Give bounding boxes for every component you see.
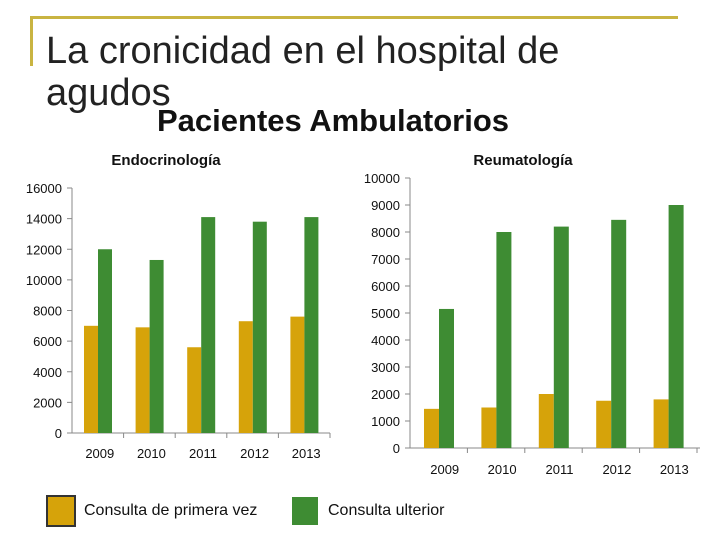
bar-endocrinologia-ulterior-2013 — [304, 217, 319, 433]
frame-left-line — [30, 16, 33, 66]
x-tick-label-reumatologia: 2011 — [546, 462, 574, 477]
legend-item-ulterior: Consulta ulterior — [292, 494, 445, 528]
y-tick-label-reumatologia: 6000 — [371, 279, 400, 294]
page-title: La cronicidad en el hospital de agudos — [46, 30, 560, 114]
y-tick-label-endocrinologia: 0 — [55, 426, 62, 441]
x-tick-label-endocrinologia: 2009 — [85, 446, 114, 461]
y-tick-label-reumatologia: 2000 — [371, 387, 400, 402]
y-tick-label-endocrinologia: 2000 — [33, 395, 62, 410]
bar-endocrinologia-primera-2012 — [238, 321, 253, 433]
y-tick-label-endocrinologia: 12000 — [26, 242, 62, 257]
y-tick-label-reumatologia: 5000 — [371, 306, 400, 321]
y-tick-label-reumatologia: 0 — [393, 441, 400, 456]
x-tick-label-reumatologia: 2009 — [430, 462, 459, 477]
bar-endocrinologia-ulterior-2010 — [149, 259, 164, 433]
bar-reumatologia-primera-2009 — [424, 408, 439, 448]
bar-reumatologia-ulterior-2009 — [439, 308, 454, 448]
x-tick-label-reumatologia: 2012 — [602, 462, 631, 477]
bar-endocrinologia-ulterior-2011 — [201, 217, 216, 433]
x-tick-label-endocrinologia: 2012 — [240, 446, 269, 461]
bar-reumatologia-primera-2013 — [653, 399, 669, 448]
bar-endocrinologia-primera-2011 — [187, 347, 202, 433]
legend-item-primera: Consulta de primera vez — [46, 494, 258, 528]
y-tick-label-reumatologia: 3000 — [371, 360, 400, 375]
bar-endocrinologia-ulterior-2012 — [252, 221, 267, 433]
y-tick-label-endocrinologia: 10000 — [26, 273, 62, 288]
y-tick-label-endocrinologia: 14000 — [26, 212, 62, 227]
y-tick-label-endocrinologia: 4000 — [33, 365, 62, 380]
legend-label-ulterior: Consulta ulterior — [328, 502, 445, 519]
legend-swatch-primera — [46, 495, 76, 527]
x-tick-label-endocrinologia: 2011 — [189, 446, 217, 461]
x-tick-label-reumatologia: 2013 — [660, 462, 689, 477]
y-tick-label-reumatologia: 4000 — [371, 333, 400, 348]
x-tick-label-endocrinologia: 2013 — [292, 446, 321, 461]
chart-title-endocrinologia: Endocrinología — [111, 152, 221, 169]
x-tick-label-reumatologia: 2010 — [488, 462, 517, 477]
legend-swatch-ulterior — [292, 497, 318, 525]
y-tick-label-reumatologia: 8000 — [371, 225, 400, 240]
y-tick-label-reumatologia: 10000 — [364, 171, 400, 186]
bar-reumatologia-ulterior-2010 — [496, 232, 512, 448]
bar-reumatologia-ulterior-2013 — [668, 205, 684, 448]
bar-reumatologia-ulterior-2012 — [611, 219, 627, 448]
y-tick-label-endocrinologia: 8000 — [33, 304, 62, 319]
y-tick-label-endocrinologia: 16000 — [26, 181, 62, 196]
frame-top-line — [30, 16, 678, 19]
bar-reumatologia-ulterior-2011 — [553, 226, 569, 448]
bar-endocrinologia-ulterior-2009 — [98, 249, 112, 433]
y-tick-label-reumatologia: 1000 — [371, 414, 400, 429]
y-tick-label-reumatologia: 7000 — [371, 252, 400, 267]
bar-endocrinologia-primera-2010 — [135, 327, 150, 433]
bar-reumatologia-primera-2011 — [538, 394, 554, 448]
page-subtitle: Pacientes Ambulatorios — [157, 103, 510, 138]
bar-endocrinologia-primera-2009 — [84, 325, 98, 433]
x-tick-label-endocrinologia: 2010 — [137, 446, 166, 461]
bar-endocrinologia-primera-2013 — [290, 316, 305, 433]
bar-reumatologia-primera-2012 — [596, 400, 612, 448]
y-tick-label-endocrinologia: 6000 — [33, 334, 62, 349]
bar-reumatologia-primera-2010 — [481, 407, 497, 448]
legend-label-primera: Consulta de primera vez — [84, 502, 258, 519]
y-tick-label-reumatologia: 9000 — [371, 198, 400, 213]
chart-title-reumatologia: Reumatología — [473, 152, 573, 169]
